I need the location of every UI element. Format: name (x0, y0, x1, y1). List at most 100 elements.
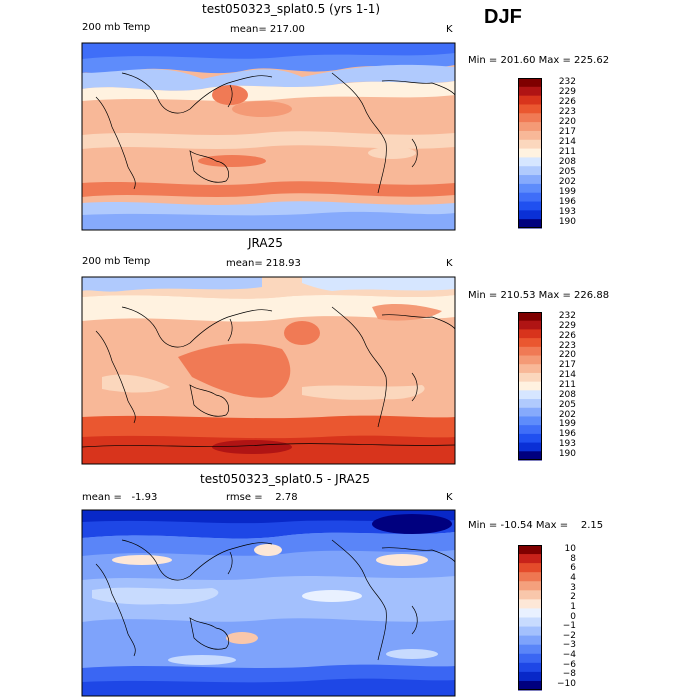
colorbar-swatch (518, 572, 542, 582)
colorbar-swatch (518, 680, 542, 691)
colorbar-tick-label: 226 (558, 330, 576, 341)
colorbar-swatch (518, 148, 542, 158)
panel-3-mean-label: mean = -1.93 (82, 492, 158, 503)
colorbar-swatch (518, 425, 542, 435)
colorbar-swatch (518, 320, 542, 330)
colorbar-tick-label: 232 (558, 77, 576, 87)
panel-3-title: test050323_splat0.5 - JRA25 (200, 472, 371, 486)
colorbar-tick-label: 208 (558, 157, 576, 167)
colorbar-swatch (518, 166, 542, 176)
colorbar-swatch (518, 381, 542, 391)
panel-1-map (81, 42, 456, 231)
panel-3-rmse-label: rmse = 2.78 (226, 492, 298, 503)
colorbar-tick-label: 190 (558, 217, 576, 227)
colorbar-tick-label: 190 (558, 449, 576, 459)
colorbar-swatch (518, 554, 542, 564)
panel-2-title: JRA25 (248, 236, 283, 250)
colorbar-tick-label: 8 (570, 553, 576, 564)
colorbar-swatch (518, 372, 542, 383)
colorbar-swatch (518, 407, 542, 417)
colorbar-border (518, 545, 542, 690)
colorbar-swatch (518, 364, 542, 374)
colorbar-tick-label: 232 (558, 311, 576, 321)
colorbar-tick-label: 2 (570, 592, 576, 603)
colorbar-swatch (518, 130, 542, 141)
colorbar-tick-label: −4 (562, 650, 576, 661)
panel-3-colorbar (518, 545, 542, 691)
colorbar-tick-label: 226 (558, 97, 576, 107)
colorbar-tick-label: 205 (558, 167, 576, 177)
colorbar-swatch (518, 139, 542, 150)
colorbar-swatch (518, 433, 542, 444)
colorbar-swatch (518, 653, 542, 664)
colorbar-tick-label: 208 (558, 389, 576, 400)
colorbar-swatch (518, 451, 542, 461)
panel-1-variable-label: 200 mb Temp (82, 22, 151, 33)
season-label: DJF (484, 6, 522, 28)
colorbar-swatch (518, 599, 542, 609)
colorbar-tick-label: 4 (570, 572, 576, 583)
colorbar-swatch (518, 210, 542, 220)
colorbar-tick-label: −3 (562, 640, 576, 651)
panel-2-colorbar (518, 312, 542, 461)
colorbar-tick-label: 196 (558, 197, 576, 207)
panel-1-title: test050323_splat0.5 (yrs 1-1) (202, 2, 381, 16)
colorbar-tick-label: 223 (558, 340, 576, 351)
colorbar-swatch (518, 662, 542, 673)
panel-2-map (81, 276, 456, 465)
colorbar-swatch (518, 563, 542, 573)
colorbar-tick-label: 196 (558, 429, 576, 440)
colorbar-tick-label: −10 (557, 679, 576, 689)
colorbar-swatch (518, 219, 542, 229)
colorbar-swatch (518, 626, 542, 637)
colorbar-tick-label: −2 (562, 630, 576, 641)
colorbar-tick-label: 1 (570, 601, 576, 612)
panel-3-map (81, 509, 456, 697)
panel-1-colorbar (518, 78, 542, 229)
colorbar-tick-label: −6 (562, 659, 576, 670)
colorbar-swatch (518, 346, 542, 357)
colorbar-border (518, 78, 542, 228)
panel-3-colorbar-labels: 10 8 6 4 3 2 1 0 −1 −2 −3 −4 −6 −8 −10 (546, 544, 586, 689)
colorbar-swatch (518, 329, 542, 339)
colorbar-swatch (518, 183, 542, 194)
colorbar-tick-label: 211 (558, 147, 576, 157)
panel-3-units: K (446, 492, 453, 503)
panel-1-units: K (446, 24, 453, 35)
colorbar-swatch (518, 635, 542, 646)
colorbar-tick-label: 217 (558, 127, 576, 137)
colorbar-swatch (518, 442, 542, 452)
colorbar-swatch (518, 113, 542, 123)
colorbar-swatch (518, 399, 542, 409)
colorbar-swatch (518, 122, 542, 132)
colorbar-swatch (518, 390, 542, 400)
panel-1-mean-label: mean= 217.00 (230, 24, 305, 35)
colorbar-swatch (518, 78, 542, 88)
colorbar-swatch (518, 104, 542, 114)
panel-1-colorbar-labels: 232 229 226 223 220 217 214 211 208 205 202 199 196 1… (546, 77, 586, 227)
colorbar-tick-label: 193 (558, 439, 576, 450)
colorbar-tick-label: 3 (570, 582, 576, 593)
panel-2-units: K (446, 258, 453, 269)
colorbar-tick-label: 0 (570, 611, 576, 622)
colorbar-swatch (518, 581, 542, 591)
colorbar-tick-label: −1 (562, 621, 576, 632)
colorbar-tick-label: 229 (558, 87, 576, 97)
panel-3-minmax: Min = -10.54 Max = 2.15 (468, 520, 604, 531)
colorbar-tick-label: 205 (558, 399, 576, 410)
colorbar-tick-label: 202 (558, 177, 576, 187)
colorbar-tick-label: 223 (558, 107, 576, 117)
colorbar-tick-label: 214 (558, 137, 576, 147)
colorbar-swatch (518, 545, 542, 555)
panel-2-variable-label: 200 mb Temp (82, 256, 151, 267)
colorbar-swatch (518, 338, 542, 348)
colorbar-tick-label: 217 (558, 360, 576, 371)
colorbar-swatch (518, 192, 542, 203)
colorbar-swatch (518, 201, 542, 211)
colorbar-swatch (518, 312, 542, 322)
colorbar-tick-label: 211 (558, 380, 576, 390)
colorbar-swatch (518, 157, 542, 167)
colorbar-tick-label: 214 (558, 370, 576, 381)
colorbar-swatch (518, 175, 542, 185)
colorbar-tick-label: 220 (558, 117, 576, 127)
